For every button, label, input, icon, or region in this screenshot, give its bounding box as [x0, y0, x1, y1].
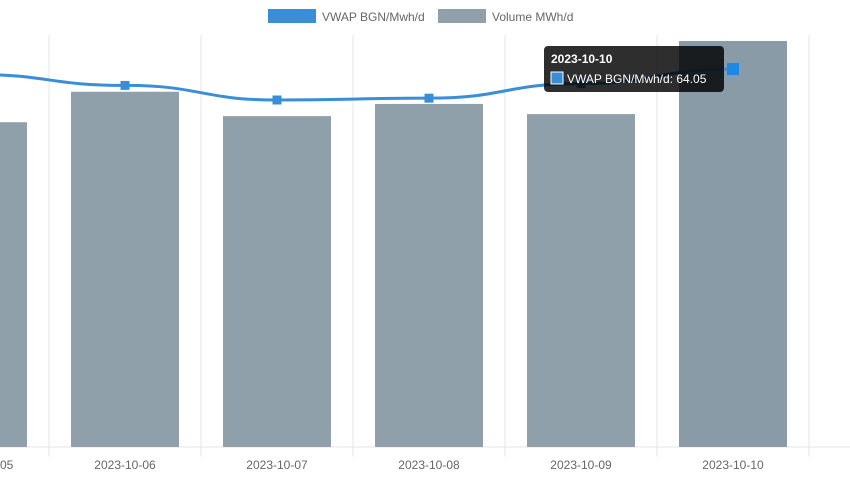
- tooltip-swatch: [550, 71, 564, 85]
- volume-bars: [0, 41, 787, 448]
- x-tick-label: 2023-10-06: [94, 458, 156, 472]
- tooltip: 2023-10-10 VWAP BGN/Mwh/d: 64.05: [544, 46, 724, 92]
- tooltip-label: VWAP BGN/Mwh/d: 64.05: [567, 72, 707, 86]
- x-tick-label: 2023-10-09: [550, 458, 612, 472]
- volume-bar[interactable]: [223, 116, 331, 448]
- x-tick-label: 2023-10-10: [702, 458, 764, 472]
- x-tick-label: 05: [0, 458, 14, 472]
- legend-swatch-volume: [438, 9, 486, 23]
- vwap-point[interactable]: [120, 80, 130, 90]
- vwap-point[interactable]: [424, 93, 434, 103]
- volume-bar[interactable]: [71, 91, 179, 447]
- tooltip-title: 2023-10-10: [551, 52, 613, 66]
- legend-item-vwap[interactable]: VWAP BGN/Mwh/d: [268, 9, 425, 24]
- volume-bar[interactable]: [527, 114, 635, 447]
- legend-swatch-vwap: [268, 9, 316, 23]
- legend-label-vwap: VWAP BGN/Mwh/d: [322, 10, 425, 24]
- legend-label-volume: Volume MWh/d: [492, 10, 573, 24]
- volume-bar[interactable]: [375, 103, 483, 448]
- volume-bar[interactable]: [0, 122, 27, 447]
- volume-bar[interactable]: [679, 41, 787, 447]
- vwap-point[interactable]: [727, 63, 739, 75]
- x-tick-label: 2023-10-07: [246, 458, 308, 472]
- tooltip-box: [544, 46, 724, 92]
- x-axis-ticks: 05 2023-10-06 2023-10-07 2023-10-08 2023-10-…: [0, 458, 764, 472]
- legend-item-volume[interactable]: Volume MWh/d: [438, 9, 573, 24]
- vwap-point[interactable]: [272, 95, 282, 105]
- legend[interactable]: VWAP BGN/Mwh/d Volume MWh/d: [268, 9, 573, 24]
- x-tick-label: 2023-10-08: [398, 458, 460, 472]
